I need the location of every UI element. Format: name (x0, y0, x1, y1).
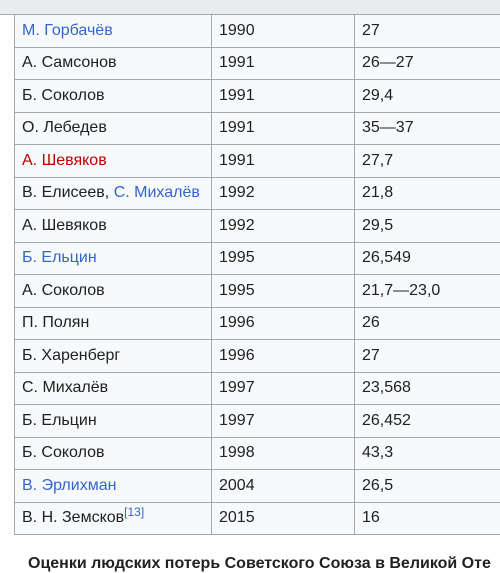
author-cell: В. Эрлихман (14, 469, 212, 503)
year-cell: 1991 (211, 111, 355, 145)
year-cell: 1995 (211, 241, 355, 275)
previous-table-header-edge (0, 0, 500, 15)
author-link[interactable]: М. Горбачёв (22, 21, 113, 39)
losses-value-cell: 35—37 (354, 111, 500, 145)
year-cell: 1991 (211, 79, 355, 113)
table-row: О. Лебедев 1991 35—37 (14, 111, 500, 145)
author-cell: О. Лебедев (14, 111, 212, 145)
author-link[interactable]: Б. Ельцин (22, 249, 97, 267)
table-row: В. Н. Земсков[13] 2015 16 (14, 501, 500, 535)
author-name: А. Шевяков (22, 216, 107, 234)
table-row: А. Шевяков 1991 27,7 (14, 144, 500, 178)
author-name: В. Н. Земсков (22, 509, 125, 527)
losses-value-cell: 26,5 (354, 469, 500, 503)
author-name: С. Михалёв (22, 379, 109, 397)
author-name: Б. Харенберг (22, 346, 121, 364)
table-body: М. Горбачёв 1990 27 А. Самсонов 1991 26—27 Б. … (14, 14, 500, 535)
year-cell: 1995 (211, 274, 355, 308)
table-row: Б. Харенберг 1996 27 (14, 339, 500, 373)
table-row: Б. Соколов 1998 43,3 (14, 436, 500, 470)
year-cell: 1990 (211, 14, 355, 48)
author-cell: Б. Харенберг (14, 339, 212, 373)
year-cell: 1998 (211, 436, 355, 470)
author-name: Б. Соколов (22, 444, 105, 462)
losses-value-cell: 43,3 (354, 436, 500, 470)
losses-value-cell: 26 (354, 306, 500, 340)
year-cell: 1996 (211, 339, 355, 373)
year-cell: 1997 (211, 371, 355, 405)
author-cell: В. Елисеев, С. Михалёв (14, 176, 212, 210)
losses-value-cell: 21,8 (354, 176, 500, 210)
author-name: Б. Ельцин (22, 411, 97, 429)
author-name: В. Елисеев, (22, 184, 114, 202)
author-cell: Б. Соколов (14, 79, 212, 113)
author-cell: П. Полян (14, 306, 212, 340)
losses-value-cell: 27 (354, 339, 500, 373)
losses-value-cell: 26,452 (354, 404, 500, 438)
author-cell: М. Горбачёв (14, 14, 212, 48)
losses-value-cell: 29,4 (354, 79, 500, 113)
year-cell: 2015 (211, 501, 355, 535)
author-name: А. Соколов (22, 281, 105, 299)
author-link[interactable]: В. Эрлихман (22, 476, 117, 494)
author-name: А. Самсонов (22, 54, 117, 72)
losses-value-cell: 27,7 (354, 144, 500, 178)
table-row: М. Горбачёв 1990 27 (14, 14, 500, 48)
table-row: П. Полян 1996 26 (14, 306, 500, 340)
year-cell: 1991 (211, 144, 355, 178)
year-cell: 1996 (211, 306, 355, 340)
year-cell: 1997 (211, 404, 355, 438)
author-link[interactable]: А. Шевяков (22, 151, 107, 169)
author-link[interactable]: С. Михалёв (113, 184, 200, 202)
author-cell: А. Шевяков (14, 209, 212, 243)
table-row: А. Шевяков 1992 29,5 (14, 209, 500, 243)
author-name: О. Лебедев (22, 119, 107, 137)
table-row: А. Соколов 1995 21,7—23,0 (14, 274, 500, 308)
year-cell: 1992 (211, 176, 355, 210)
author-name: Б. Соколов (22, 86, 105, 104)
author-cell: А. Шевяков (14, 144, 212, 178)
table-row: Б. Ельцин 1995 26,549 (14, 241, 500, 275)
losses-value-cell: 23,568 (354, 371, 500, 405)
author-cell: С. Михалёв (14, 371, 212, 405)
reference-link[interactable]: [13] (124, 505, 145, 520)
table-row: А. Самсонов 1991 26—27 (14, 46, 500, 80)
losses-value-cell: 21,7—23,0 (354, 274, 500, 308)
losses-value-cell: 26—27 (354, 46, 500, 80)
table-row: В. Эрлихман 2004 26,5 (14, 469, 500, 503)
losses-value-cell: 27 (354, 14, 500, 48)
author-cell: Б. Ельцин (14, 241, 212, 275)
losses-value-cell: 26,549 (354, 241, 500, 275)
table-row: С. Михалёв 1997 23,568 (14, 371, 500, 405)
losses-value-cell: 29,5 (354, 209, 500, 243)
table-row: В. Елисеев, С. Михалёв 1992 21,8 (14, 176, 500, 210)
author-cell: В. Н. Земсков[13] (14, 501, 212, 535)
losses-value-cell: 16 (354, 501, 500, 535)
author-cell: Б. Ельцин (14, 404, 212, 438)
table-row: Б. Ельцин 1997 26,452 (14, 404, 500, 438)
table-caption: Оценки людских потерь Советского Союза в… (28, 555, 491, 572)
author-cell: А. Соколов (14, 274, 212, 308)
author-cell: А. Самсонов (14, 46, 212, 80)
year-cell: 2004 (211, 469, 355, 503)
year-cell: 1991 (211, 46, 355, 80)
year-cell: 1992 (211, 209, 355, 243)
losses-estimates-table: М. Горбачёв 1990 27 А. Самсонов 1991 26—27 Б. … (14, 14, 500, 535)
table-row: Б. Соколов 1991 29,4 (14, 79, 500, 113)
author-name: П. Полян (22, 314, 90, 332)
author-cell: Б. Соколов (14, 436, 212, 470)
